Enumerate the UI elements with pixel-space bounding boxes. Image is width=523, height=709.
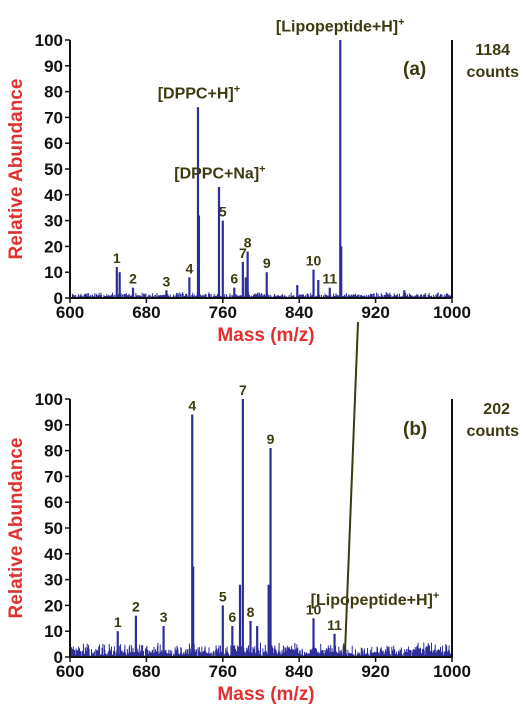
x-tick-label: 840 [285,662,313,681]
y-tick-label: 90 [44,57,63,76]
y-tick-label: 20 [44,596,63,615]
ion-annotation: [DPPC+Na]+ [174,163,265,182]
peak-number-label: 3 [160,609,168,625]
x-tick-label: 760 [209,303,237,322]
y-tick-label: 90 [44,416,63,435]
peak-number-label: 9 [263,255,271,271]
y-tick-label: 70 [44,108,63,127]
y-tick-label: 70 [44,467,63,486]
y-tick-label: 40 [44,186,63,205]
y-ticks-b: 0 10 20 30 40 50 60 70 80 90 100 [35,390,70,667]
panel-label-a: (a) [403,59,426,80]
ion-annotation: [Lipopeptide+H]+ [276,16,405,35]
peak-number-label: 1 [114,614,122,630]
x-tick-label: 600 [56,662,84,681]
peak-number-label: 5 [219,588,227,604]
y-tick-label: 30 [44,212,63,231]
y-tick-label: 40 [44,545,63,564]
x-tick-label: 760 [209,662,237,681]
counts-unit-a: counts [467,64,520,81]
x-tick-label: 600 [56,303,84,322]
counts-unit-b: counts [467,423,520,440]
peak-number-label: 8 [247,604,255,620]
y-axis-label-a: Relative Abundance [6,79,27,260]
y-tick-label: 60 [44,493,63,512]
annotation-pointer-b [344,321,359,653]
x-tick-label: 920 [361,662,389,681]
y-tick-label: 80 [44,442,63,461]
peak-number-label: 3 [163,273,171,289]
peak-number-label: 2 [129,271,137,287]
x-ticks-a: 600 680 760 840 920 1000 [56,298,471,322]
peak-number-label: 11 [327,617,342,633]
y-tick-label: 100 [35,31,63,50]
peak-number-label: 7 [239,245,247,261]
counts-value-b: 202 [483,401,510,418]
y-ticks-a: 0 10 20 30 40 50 60 70 80 90 100 [35,31,70,308]
x-tick-label: 680 [132,662,160,681]
y-tick-label: 50 [44,519,63,538]
peak-number-label: 8 [244,235,252,251]
peak-number-label: 10 [306,253,322,269]
peak-number-label: 7 [239,382,247,398]
x-ticks-b: 600 680 760 840 920 1000 [56,657,471,681]
y-tick-label: 80 [44,83,63,102]
annotations-b: [Lipopeptide+H]+ [311,590,440,609]
peak-number-label: 4 [185,260,193,276]
x-tick-label: 920 [361,303,389,322]
peak-number-label: 1 [113,250,121,266]
y-axis-label-b: Relative Abundance [6,438,27,619]
peak-number-label: 2 [132,599,140,615]
x-tick-label: 680 [132,303,160,322]
y-tick-label: 0 [54,648,63,667]
noise-baseline [69,642,453,657]
x-tick-label: 1000 [433,662,471,681]
y-tick-label: 10 [44,263,63,282]
y-tick-label: 0 [54,289,63,308]
y-tick-label: 100 [35,390,63,409]
peak-number-label: 5 [219,204,227,220]
ion-annotation: [DPPC+H]+ [158,84,240,103]
y-tick-label: 10 [44,622,63,641]
y-tick-label: 60 [44,134,63,153]
peak-number-label: 10 [306,601,322,617]
y-tick-label: 50 [44,160,63,179]
peak-number-label: 6 [230,271,238,287]
x-tick-label: 1000 [433,303,471,322]
y-tick-label: 20 [44,237,63,256]
panel-label-b: (b) [403,419,427,440]
peak-number-label: 11 [322,271,337,287]
x-tick-label: 840 [285,303,313,322]
annotations-a: [DPPC+H]+ [DPPC+Na]+ [Lipopeptide+H]+ [158,16,405,182]
peak-number-label: 9 [267,431,275,447]
peak-number-label: 6 [228,609,236,625]
spectrum-b [69,399,453,657]
y-tick-label: 30 [44,571,63,590]
x-axis-label-b: Mass (m/z) [217,684,314,705]
counts-value-a: 1184 [475,42,510,59]
x-axis-label-a: Mass (m/z) [217,325,314,346]
ion-annotation: [Lipopeptide+H]+ [311,590,440,609]
peak-number-label: 4 [188,397,196,413]
